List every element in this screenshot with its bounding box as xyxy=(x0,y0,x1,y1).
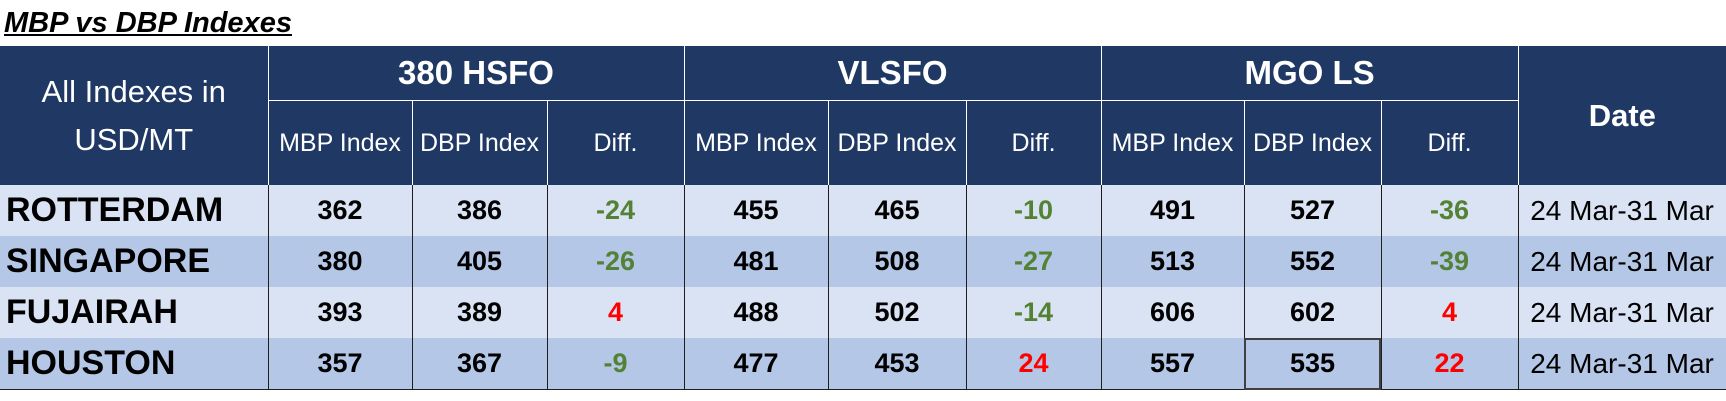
hsfo-dbp-cell[interactable]: 405 xyxy=(412,236,548,287)
date-header: Date xyxy=(1518,46,1726,185)
vlsfo-diff-cell[interactable]: 24 xyxy=(966,338,1102,390)
units-header: All Indexes in USD/MT xyxy=(0,46,269,185)
mgo-diff-cell[interactable]: 4 xyxy=(1381,287,1519,338)
port-cell[interactable]: FUJAIRAH xyxy=(0,287,269,338)
group-header-hsfo: 380 HSFO xyxy=(268,46,685,101)
mgo-mbp-cell[interactable]: 557 xyxy=(1101,338,1245,390)
index-table: All Indexes in USD/MT 380 HSFO VLSFO MGO… xyxy=(0,46,1726,390)
hsfo-mbp-cell[interactable]: 393 xyxy=(268,287,413,338)
subheader-diff: Diff. xyxy=(547,100,685,185)
table-row: SINGAPORE 380 405 -26 481 508 -27 513 55… xyxy=(0,236,1726,287)
vlsfo-dbp-cell[interactable]: 465 xyxy=(828,185,967,236)
hsfo-dbp-cell[interactable]: 389 xyxy=(412,287,548,338)
port-cell[interactable]: SINGAPORE xyxy=(0,236,269,287)
subheader-dbp: DBP Index xyxy=(412,100,548,185)
vlsfo-diff-cell[interactable]: -14 xyxy=(966,287,1102,338)
mgo-diff-cell[interactable]: 22 xyxy=(1381,338,1519,390)
mgo-mbp-cell[interactable]: 606 xyxy=(1101,287,1245,338)
vlsfo-mbp-cell[interactable]: 481 xyxy=(684,236,829,287)
vlsfo-dbp-cell[interactable]: 502 xyxy=(828,287,967,338)
hsfo-mbp-cell[interactable]: 357 xyxy=(268,338,413,390)
subheader-mbp: MBP Index xyxy=(1101,100,1245,185)
table-row: ROTTERDAM 362 386 -24 455 465 -10 491 52… xyxy=(0,185,1726,236)
group-header-vlsfo: VLSFO xyxy=(684,46,1102,101)
port-cell[interactable]: HOUSTON xyxy=(0,338,269,390)
date-cell[interactable]: 24 Mar-31 Mar xyxy=(1518,287,1726,338)
mgo-diff-cell[interactable]: -39 xyxy=(1381,236,1519,287)
subheader-dbp: DBP Index xyxy=(828,100,967,185)
hsfo-dbp-cell[interactable]: 386 xyxy=(412,185,548,236)
subheader-mbp: MBP Index xyxy=(268,100,413,185)
subheader-dbp: DBP Index xyxy=(1244,100,1382,185)
hsfo-diff-cell[interactable]: 4 xyxy=(547,287,685,338)
vlsfo-diff-cell[interactable]: -27 xyxy=(966,236,1102,287)
table-row: HOUSTON 357 367 -9 477 453 24 557 535 22… xyxy=(0,338,1726,390)
sheet-title: MBP vs DBP Indexes xyxy=(4,7,292,39)
subheader-mbp: MBP Index xyxy=(684,100,829,185)
hsfo-diff-cell[interactable]: -26 xyxy=(547,236,685,287)
vlsfo-mbp-cell[interactable]: 488 xyxy=(684,287,829,338)
mgo-mbp-cell[interactable]: 513 xyxy=(1101,236,1245,287)
table-row: FUJAIRAH 393 389 4 488 502 -14 606 602 4… xyxy=(0,287,1726,338)
vlsfo-mbp-cell[interactable]: 477 xyxy=(684,338,829,390)
mgo-dbp-cell[interactable]: 552 xyxy=(1244,236,1382,287)
mgo-dbp-cell[interactable]: 527 xyxy=(1244,185,1382,236)
vlsfo-diff-cell[interactable]: -10 xyxy=(966,185,1102,236)
vlsfo-mbp-cell[interactable]: 455 xyxy=(684,185,829,236)
mgo-dbp-cell-selected[interactable]: 535 xyxy=(1244,338,1382,390)
mgo-dbp-cell[interactable]: 602 xyxy=(1244,287,1382,338)
hsfo-diff-cell[interactable]: -9 xyxy=(547,338,685,390)
hsfo-dbp-cell[interactable]: 367 xyxy=(412,338,548,390)
vlsfo-dbp-cell[interactable]: 508 xyxy=(828,236,967,287)
mgo-diff-cell[interactable]: -36 xyxy=(1381,185,1519,236)
hsfo-mbp-cell[interactable]: 380 xyxy=(268,236,413,287)
group-header-mgo: MGO LS xyxy=(1101,46,1519,101)
vlsfo-dbp-cell[interactable]: 453 xyxy=(828,338,967,390)
hsfo-mbp-cell[interactable]: 362 xyxy=(268,185,413,236)
hsfo-diff-cell[interactable]: -24 xyxy=(547,185,685,236)
date-cell[interactable]: 24 Mar-31 Mar xyxy=(1518,236,1726,287)
date-cell[interactable]: 24 Mar-31 Mar xyxy=(1518,338,1726,390)
date-cell[interactable]: 24 Mar-31 Mar xyxy=(1518,185,1726,236)
mgo-mbp-cell[interactable]: 491 xyxy=(1101,185,1245,236)
subheader-diff: Diff. xyxy=(1381,100,1519,185)
port-cell[interactable]: ROTTERDAM xyxy=(0,185,269,236)
subheader-diff: Diff. xyxy=(966,100,1102,185)
